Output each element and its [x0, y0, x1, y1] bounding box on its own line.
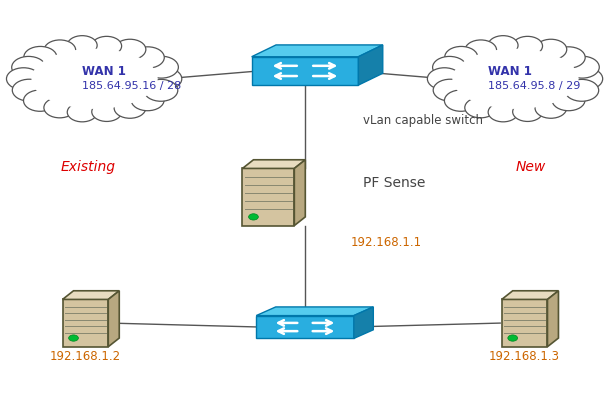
Circle shape: [92, 36, 121, 56]
Polygon shape: [256, 316, 354, 338]
Text: 185.64.95.8 / 29: 185.64.95.8 / 29: [488, 81, 580, 91]
Circle shape: [433, 79, 467, 101]
Circle shape: [131, 89, 164, 111]
Circle shape: [7, 68, 41, 90]
Circle shape: [131, 47, 164, 68]
Circle shape: [432, 56, 467, 78]
Circle shape: [24, 46, 57, 68]
Circle shape: [92, 102, 121, 121]
Polygon shape: [63, 291, 120, 299]
Polygon shape: [501, 299, 548, 347]
Circle shape: [465, 40, 497, 60]
Circle shape: [24, 90, 57, 111]
Text: Existing: Existing: [61, 160, 116, 175]
Text: 192.168.1.2: 192.168.1.2: [50, 350, 121, 363]
Circle shape: [69, 335, 78, 341]
Circle shape: [44, 40, 76, 60]
Text: PF Sense: PF Sense: [363, 176, 425, 190]
Circle shape: [508, 335, 517, 341]
Circle shape: [249, 214, 259, 220]
Circle shape: [552, 47, 585, 68]
Text: vLan capable switch: vLan capable switch: [363, 114, 483, 126]
Polygon shape: [256, 307, 373, 316]
Polygon shape: [243, 160, 305, 169]
Circle shape: [569, 68, 603, 90]
Ellipse shape: [21, 44, 168, 114]
Circle shape: [535, 98, 567, 118]
Polygon shape: [251, 57, 359, 85]
Polygon shape: [359, 45, 383, 85]
Circle shape: [445, 90, 478, 111]
Circle shape: [535, 39, 567, 59]
Polygon shape: [548, 291, 559, 347]
Circle shape: [148, 68, 182, 90]
Polygon shape: [251, 45, 383, 57]
Circle shape: [428, 68, 462, 90]
Ellipse shape: [31, 48, 157, 109]
Text: New: New: [515, 160, 546, 175]
Circle shape: [488, 36, 518, 55]
Text: WAN 1: WAN 1: [488, 65, 532, 78]
Circle shape: [114, 39, 146, 59]
Circle shape: [552, 89, 585, 111]
Circle shape: [12, 79, 46, 101]
Circle shape: [488, 102, 518, 122]
Text: 185.64.95.16 / 28: 185.64.95.16 / 28: [82, 81, 182, 91]
Circle shape: [512, 36, 542, 56]
Text: 192.168.1.3: 192.168.1.3: [489, 350, 560, 363]
Polygon shape: [243, 169, 294, 225]
Text: 192.168.1.1: 192.168.1.1: [351, 236, 422, 249]
Text: WAN 1: WAN 1: [82, 65, 126, 78]
Polygon shape: [501, 291, 559, 299]
Polygon shape: [63, 299, 109, 347]
Circle shape: [44, 97, 76, 118]
Polygon shape: [294, 160, 305, 225]
Circle shape: [114, 98, 146, 118]
Ellipse shape: [452, 48, 578, 109]
Circle shape: [565, 56, 599, 78]
Circle shape: [565, 79, 598, 101]
Polygon shape: [109, 291, 120, 347]
Circle shape: [67, 102, 97, 122]
Circle shape: [145, 56, 178, 78]
Circle shape: [465, 97, 497, 118]
Polygon shape: [354, 307, 373, 338]
Circle shape: [67, 36, 97, 55]
Circle shape: [512, 102, 542, 121]
Circle shape: [144, 79, 178, 101]
Ellipse shape: [442, 44, 589, 114]
Circle shape: [12, 56, 46, 78]
Circle shape: [445, 46, 478, 68]
